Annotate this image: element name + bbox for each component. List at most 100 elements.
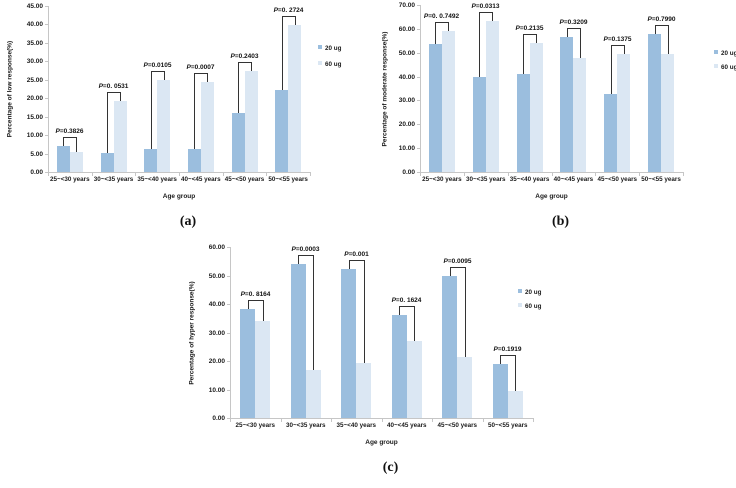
significance-bracket-right-b: [536, 34, 537, 43]
y-tick-a: [45, 135, 48, 136]
bar-20ug-a-group6: [275, 90, 288, 172]
significance-bracket-right-c: [263, 300, 264, 321]
y-tick-label-b: 40.00: [398, 74, 415, 81]
y-tick-c: [227, 304, 230, 305]
y-axis-a: [48, 6, 49, 173]
x-tick-a: [48, 173, 49, 176]
bar-20ug-a-group4: [188, 149, 201, 172]
significance-bracket-top-c: [248, 300, 264, 301]
bar-20ug-c-group6: [493, 364, 508, 418]
significance-bracket-top-b: [567, 28, 581, 29]
significance-bracket-left-c: [248, 300, 249, 309]
y-tick-label-c: 50.00: [208, 273, 225, 280]
x-tick-b: [420, 173, 421, 176]
bar-60ug-a-group5: [245, 71, 258, 172]
significance-bracket-left-c: [500, 355, 501, 364]
y-tick-c: [227, 390, 230, 391]
pvalue-italic-P: P: [291, 246, 296, 253]
x-tick-b: [552, 173, 553, 176]
x-tick-a: [92, 173, 93, 176]
pvalue-label-b-group1: P=0. 0.7492: [423, 13, 460, 20]
x-tick-c: [483, 419, 484, 422]
significance-bracket-top-a: [151, 71, 165, 72]
bar-20ug-b-group3: [517, 74, 530, 172]
pvalue-italic-P: P: [559, 19, 564, 26]
legend-marker-20ug-icon: [518, 289, 522, 294]
legend-label: 60 ug: [525, 303, 542, 310]
x-axis-title-b: Age group: [535, 193, 568, 200]
x-tick-a: [310, 173, 311, 176]
pvalue-italic-P: P: [55, 128, 60, 135]
y-axis-title-c: Percentage of hyper response(%): [188, 280, 196, 385]
pvalue-label-b-group4: P=0.3209: [559, 19, 588, 26]
category-label-c: 35~<40 years: [336, 422, 377, 429]
y-tick-label-c: 40.00: [208, 301, 225, 308]
category-label-b: 40~<45 years: [553, 176, 594, 183]
x-axis-b: [420, 172, 684, 173]
y-tick-b: [417, 124, 420, 125]
y-tick-label-b: 0.00: [402, 169, 415, 176]
category-label-c: 45~<50 years: [437, 422, 478, 429]
significance-bracket-left-a: [107, 92, 108, 153]
significance-bracket-top-b: [611, 45, 625, 46]
significance-bracket-left-b: [435, 22, 436, 44]
category-label-a: 35~<40 years: [137, 176, 177, 183]
y-tick-label-a: 15.00: [26, 114, 43, 121]
category-label-c: 25~<30 years: [235, 422, 276, 429]
significance-bracket-right-c: [414, 306, 415, 341]
y-tick-label-b: 20.00: [398, 121, 415, 128]
subfigure-caption-c: (c): [382, 460, 399, 475]
y-tick-label-a: 30.00: [26, 58, 43, 65]
significance-bracket-left-b: [611, 45, 612, 94]
bar-60ug-b-group5: [617, 54, 630, 172]
legend-item-60ug-c: 60 ug: [518, 303, 541, 310]
pvalue-italic-P: P: [471, 3, 476, 10]
legend-item-20ug-c: 20 ug: [518, 289, 541, 296]
x-tick-b: [639, 173, 640, 176]
category-label-a: 45~<50 years: [224, 176, 265, 183]
x-tick-c: [432, 419, 433, 422]
y-tick-c: [227, 247, 230, 248]
significance-bracket-left-b: [567, 28, 568, 37]
bar-20ug-a-group5: [232, 113, 245, 172]
pvalue-label-a-group5: P=0.2403: [230, 53, 259, 60]
pvalue-italic-P: P: [493, 346, 498, 353]
significance-bracket-left-a: [63, 137, 64, 146]
significance-bracket-right-b: [624, 45, 625, 54]
y-tick-a: [45, 43, 48, 44]
significance-bracket-top-c: [399, 306, 415, 307]
bar-60ug-b-group4: [573, 58, 586, 172]
significance-bracket-left-b: [655, 25, 656, 34]
significance-bracket-top-a: [107, 92, 121, 93]
significance-bracket-left-c: [450, 267, 451, 276]
x-tick-b: [464, 173, 465, 176]
pvalue-label-a-group2: P=0. 0531: [98, 83, 129, 90]
pvalue-italic-P: P: [647, 16, 652, 23]
y-tick-b: [417, 172, 420, 173]
category-label-c: 50~<55 years: [487, 422, 528, 429]
y-tick-label-c: 10.00: [208, 387, 225, 394]
pvalue-italic-P: P: [603, 36, 608, 43]
y-tick-label-b: 10.00: [398, 145, 415, 152]
legend-marker-60ug-icon: [318, 61, 322, 66]
significance-bracket-left-a: [282, 16, 283, 90]
bar-60ug-a-group1: [70, 152, 83, 172]
bar-20ug-b-group6: [648, 34, 661, 172]
y-tick-a: [45, 80, 48, 81]
pvalue-label-b-group6: P=0.7990: [647, 16, 676, 23]
significance-bracket-top-a: [194, 73, 208, 74]
category-label-a: 30~<35 years: [93, 176, 134, 183]
pvalue-italic-P: P: [344, 251, 349, 258]
significance-bracket-right-b: [668, 25, 669, 54]
significance-bracket-left-b: [523, 34, 524, 74]
y-tick-label-a: 5.00: [30, 151, 43, 158]
y-tick-b: [417, 5, 420, 6]
legend-label: 20 ug: [525, 289, 542, 296]
y-tick-a: [45, 61, 48, 62]
x-axis-title-a: Age group: [162, 193, 196, 200]
x-tick-c: [533, 419, 534, 422]
bar-20ug-a-group1: [57, 146, 70, 172]
y-tick-c: [227, 276, 230, 277]
category-label-b: 45~<50 years: [597, 176, 638, 183]
significance-bracket-right-c: [465, 267, 466, 357]
